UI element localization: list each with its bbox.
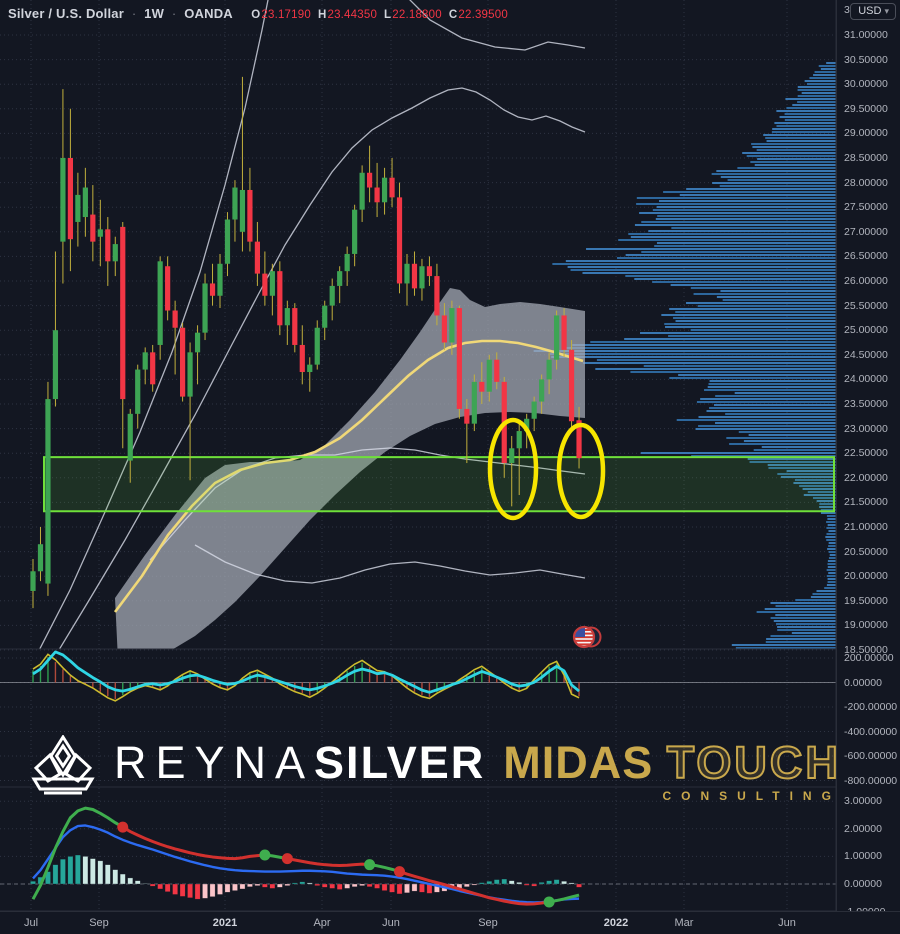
price-tick-partial: 31 (844, 4, 856, 16)
separator-dot: · (131, 6, 137, 21)
currency-selector-button[interactable]: USD ▾ (850, 3, 896, 20)
time-tick-mar: Mar (674, 917, 694, 929)
exchange-label: OANDA (184, 6, 233, 21)
time-tick-sep: Sep (89, 917, 109, 929)
price-tick: 24.50000 (844, 348, 888, 361)
price-tick: 20.50000 (844, 545, 888, 558)
high-value: 23.44350 (327, 9, 378, 21)
price-tick: 25.00000 (844, 324, 888, 337)
pane1-tick: -800.00000 (844, 774, 898, 787)
time-tick-sep: Sep (478, 917, 498, 929)
close-value: 22.39500 (458, 9, 508, 21)
price-tick: 26.00000 (844, 275, 888, 287)
symbol-header[interactable]: Silver / U.S. Dollar · 1W · OANDA O23.17… (8, 6, 508, 21)
price-tick: 30.50000 (844, 53, 888, 66)
price-tick: 18.50000 (844, 644, 888, 656)
price-tick: 19.50000 (844, 594, 888, 607)
open-value: 23.17190 (261, 9, 311, 21)
price-tick: 29.00000 (844, 127, 888, 140)
time-tick-jun: Jun (778, 917, 796, 929)
price-tick: 22.50000 (844, 447, 888, 460)
price-tick: 24.00000 (844, 373, 888, 386)
pane1-tick: -600.00000 (844, 750, 898, 762)
price-tick: 26.50000 (844, 250, 888, 263)
pane2-tick: 2.00000 (844, 822, 882, 835)
pane1-tick: -400.00000 (844, 725, 898, 738)
separator-dot: · (171, 6, 177, 21)
price-tick: 19.00000 (844, 619, 888, 632)
symbol-name[interactable]: Silver / U.S. Dollar (8, 6, 124, 21)
price-tick: 28.50000 (844, 152, 888, 164)
interval-label[interactable]: 1W (144, 6, 165, 21)
ohlc-values: O23.17190 H23.44350 L22.18800 C22.39500 (251, 9, 508, 21)
pane2-tick: 1.00000 (844, 850, 882, 863)
price-tick: 23.50000 (844, 398, 888, 410)
price-tick: 30.00000 (844, 78, 888, 91)
pane2-tick: 0.00000 (844, 878, 882, 890)
time-tick-jul: Jul (23, 917, 39, 929)
pane1-tick: -200.00000 (844, 701, 898, 713)
price-tick: 25.50000 (844, 299, 888, 312)
chevron-down-icon: ▾ (884, 6, 889, 16)
pane1-tick: 0.00000 (844, 676, 882, 689)
price-tick: 20.00000 (844, 570, 888, 583)
price-tick: 21.50000 (844, 496, 888, 509)
low-value: 22.18800 (392, 9, 442, 21)
price-tick: 27.50000 (844, 201, 888, 214)
pane2-tick: 3.00000 (844, 795, 882, 808)
price-tick: 21.00000 (844, 521, 888, 533)
time-tick-apr: Apr (313, 917, 331, 929)
price-tick: 23.00000 (844, 422, 888, 435)
price-tick: 31.00000 (844, 29, 888, 41)
price-axis[interactable]: 31 USD▾ 31.00000 30.50000 30.00000 29.50000… (836, 0, 900, 934)
price-tick: 27.00000 (844, 225, 888, 238)
us-flag-marker-icon (572, 625, 602, 649)
price-tick: 28.00000 (844, 176, 888, 189)
time-tick-2022: 2022 (603, 917, 629, 929)
price-tick: 29.50000 (844, 102, 888, 115)
price-tick: 22.00000 (844, 471, 888, 484)
time-tick-jun: Jun (382, 917, 400, 929)
pane1-tick: 200.00000 (844, 652, 894, 664)
time-tick-2021: 2021 (212, 917, 238, 929)
time-axis[interactable]: Jul Sep 2021 Apr Jun Sep 2022 Mar Jun (0, 911, 900, 934)
